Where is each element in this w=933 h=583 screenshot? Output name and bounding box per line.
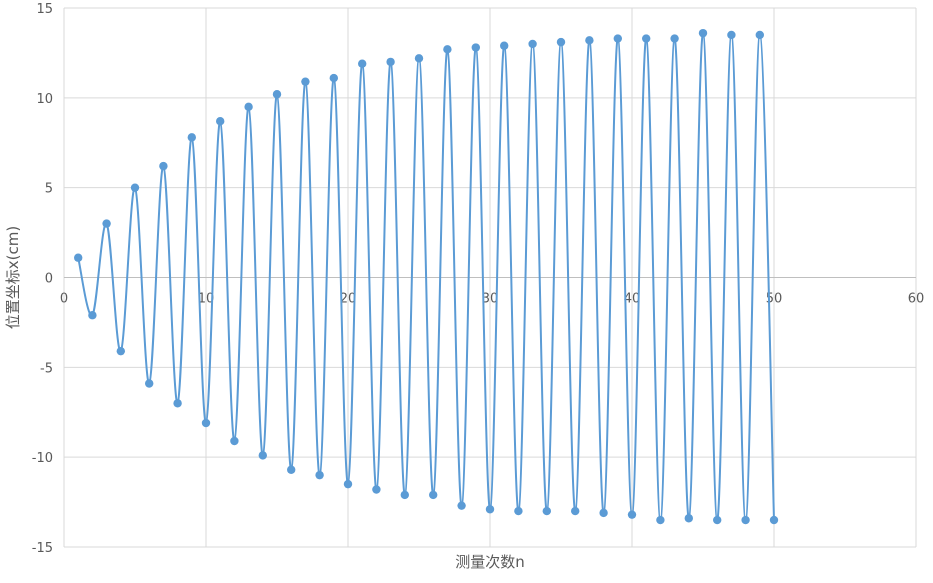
data-points — [74, 28, 779, 525]
data-point — [272, 90, 282, 99]
data-point — [542, 506, 551, 516]
y-tick-labels: 15 10 5 0 -5 -10 -15 — [32, 2, 53, 556]
data-point — [88, 311, 97, 320]
x-tick-label: 30 — [482, 292, 499, 307]
data-point — [230, 436, 239, 446]
data-point — [130, 183, 140, 192]
data-point — [343, 479, 353, 489]
y-tick-label: 5 — [45, 182, 53, 197]
data-point — [514, 506, 523, 516]
data-point — [201, 418, 211, 428]
y-tick-label: 15 — [36, 2, 53, 17]
data-point — [244, 102, 253, 112]
data-point — [258, 451, 267, 460]
data-point — [471, 43, 480, 52]
data-point — [670, 34, 679, 43]
data-point — [287, 465, 296, 474]
data-point — [145, 379, 154, 388]
data-point — [372, 485, 381, 494]
data-point — [656, 515, 665, 525]
data-point — [301, 77, 310, 86]
data-point — [713, 515, 722, 525]
data-point — [187, 133, 196, 142]
data-point — [599, 508, 608, 518]
x-tick-label: 40 — [624, 292, 641, 307]
x-tick-labels: 0 10 20 30 40 50 60 — [60, 292, 924, 307]
x-tick-label: 60 — [908, 292, 925, 307]
data-point — [400, 490, 409, 500]
data-point — [698, 28, 708, 38]
data-point — [315, 470, 324, 480]
y-tick-label: -5 — [40, 361, 53, 376]
x-tick-label: 10 — [198, 292, 215, 307]
data-point — [769, 515, 779, 525]
data-point — [159, 161, 168, 171]
data-point — [173, 399, 182, 408]
data-point — [755, 30, 764, 40]
data-point — [216, 116, 225, 126]
data-point — [443, 45, 452, 54]
data-point — [585, 36, 594, 45]
data-point — [684, 514, 693, 523]
data-point — [329, 73, 338, 83]
data-point — [116, 346, 126, 356]
data-point — [571, 506, 580, 516]
series-line — [77, 32, 775, 522]
data-point — [727, 30, 736, 40]
data-point — [358, 59, 367, 68]
y-axis-title: 位置坐标x(cm) — [4, 226, 22, 329]
y-tick-label: 10 — [36, 92, 53, 107]
data-point — [102, 219, 111, 228]
y-tick-label: -10 — [32, 451, 53, 466]
data-point — [741, 515, 750, 525]
data-point — [429, 490, 438, 500]
x-axis-title: 测量次数n — [455, 553, 525, 571]
y-tick-label: -15 — [32, 541, 53, 556]
data-point — [457, 501, 466, 510]
y-tick-label: 0 — [45, 272, 53, 287]
data-point — [386, 57, 395, 67]
data-point — [556, 37, 566, 47]
data-point — [414, 54, 424, 63]
data-point — [627, 510, 637, 519]
data-point — [528, 39, 537, 49]
data-point — [74, 253, 83, 262]
data-point — [485, 505, 495, 514]
data-point — [642, 34, 651, 43]
data-point — [613, 34, 622, 43]
x-tick-label: 0 — [60, 292, 68, 307]
x-tick-label: 20 — [340, 292, 357, 307]
data-point — [500, 41, 509, 50]
